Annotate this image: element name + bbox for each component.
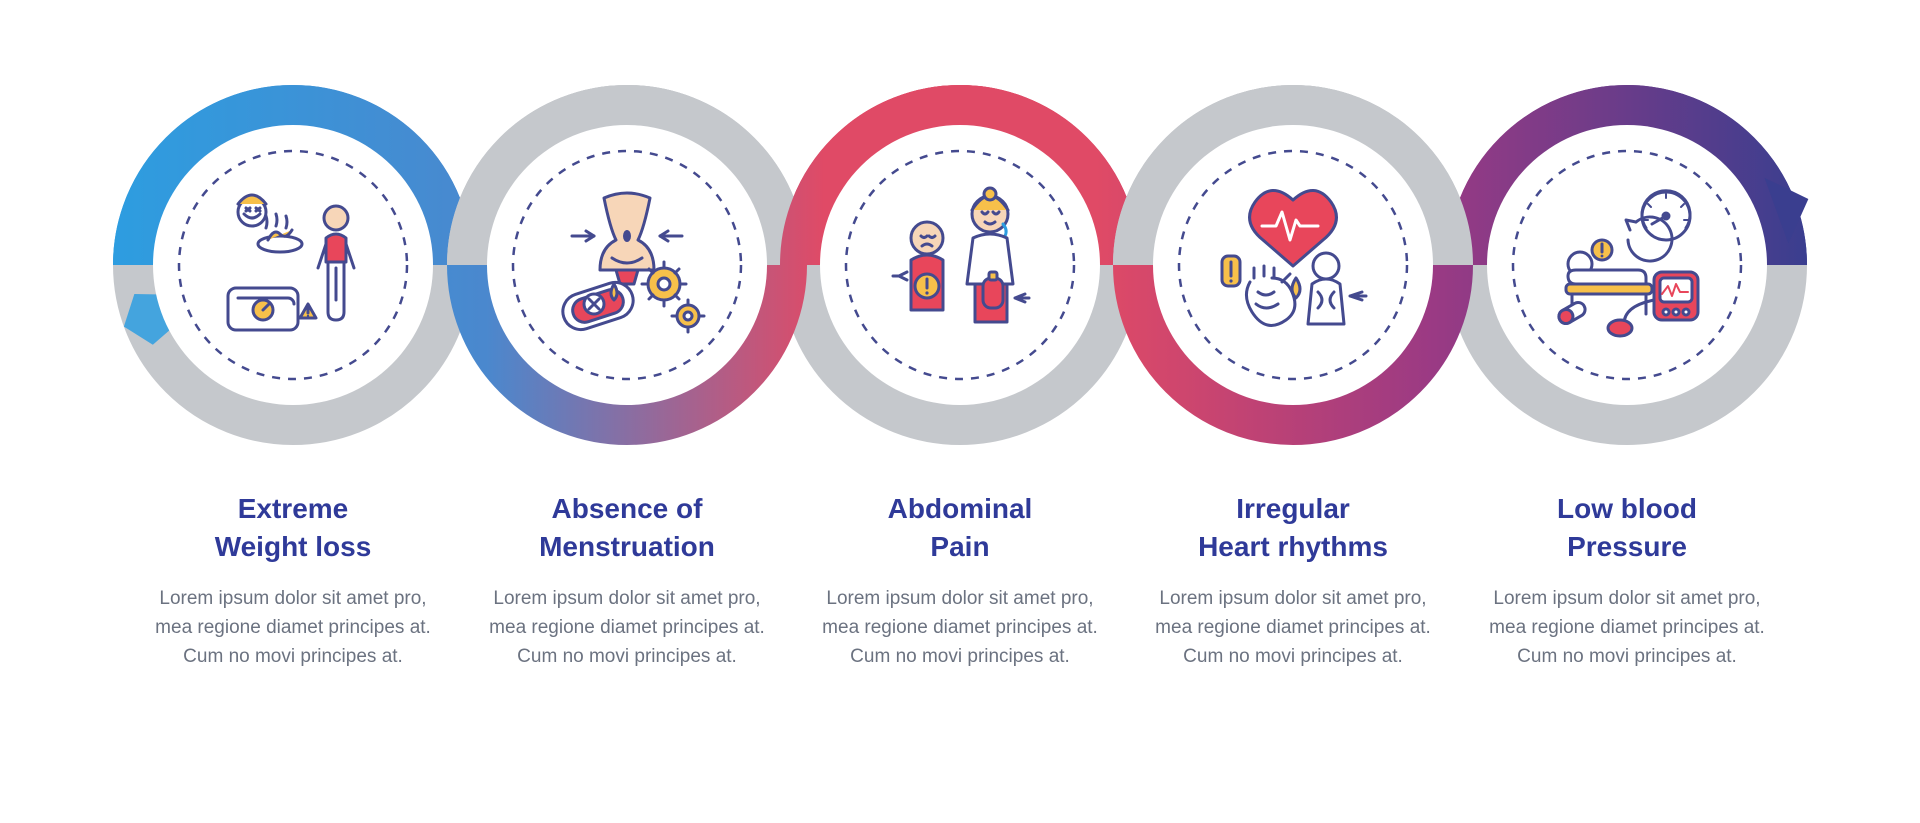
- item-block: Extreme Weight loss Lorem ipsum dolor sit…: [143, 490, 443, 672]
- item-body: Lorem ipsum dolor sit amet pro, mea regi…: [1477, 584, 1777, 672]
- infographic-stage: Extreme Weight loss Lorem ipsum dolor sit…: [0, 0, 1920, 823]
- item-title: Abdominal Pain: [810, 490, 1110, 566]
- item-title: Extreme Weight loss: [143, 490, 443, 566]
- item-title: Irregular Heart rhythms: [1143, 490, 1443, 566]
- item-block: Abdominal Pain Lorem ipsum dolor sit amet…: [810, 490, 1110, 672]
- item-title: Absence of Menstruation: [477, 490, 777, 566]
- icon-slot: [860, 165, 1060, 365]
- blood-pressure-icon: [1542, 180, 1712, 350]
- icon-slot: [1193, 165, 1393, 365]
- item-body: Lorem ipsum dolor sit amet pro, mea regi…: [1143, 584, 1443, 672]
- item-title: Low blood Pressure: [1477, 490, 1777, 566]
- item-block: Low blood Pressure Lorem ipsum dolor sit …: [1477, 490, 1777, 672]
- item-block: Absence of Menstruation Lorem ipsum dolor…: [477, 490, 777, 672]
- item-body: Lorem ipsum dolor sit amet pro, mea regi…: [143, 584, 443, 672]
- abdominal-pain-icon: [875, 180, 1045, 350]
- menstruation-icon: [542, 180, 712, 350]
- heart-rhythm-icon: [1208, 180, 1378, 350]
- item-body: Lorem ipsum dolor sit amet pro, mea regi…: [477, 584, 777, 672]
- icon-slot: [1527, 165, 1727, 365]
- icon-slot: [527, 165, 727, 365]
- item-body: Lorem ipsum dolor sit amet pro, mea regi…: [810, 584, 1110, 672]
- items-layer: Extreme Weight loss Lorem ipsum dolor sit…: [0, 0, 1920, 823]
- weight-loss-icon: [208, 180, 378, 350]
- item-block: Irregular Heart rhythms Lorem ipsum dolor…: [1143, 490, 1443, 672]
- icon-slot: [193, 165, 393, 365]
